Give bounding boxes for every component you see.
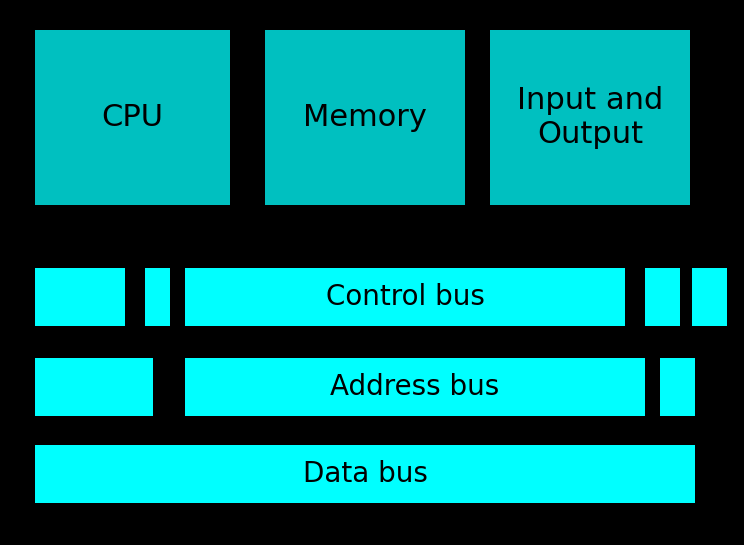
FancyBboxPatch shape [185,268,625,326]
FancyBboxPatch shape [660,358,695,416]
Text: Memory: Memory [303,103,427,132]
FancyBboxPatch shape [490,30,690,205]
FancyBboxPatch shape [35,30,230,205]
Text: Address bus: Address bus [330,373,500,401]
Text: Control bus: Control bus [326,283,484,311]
FancyBboxPatch shape [692,268,727,326]
Text: CPU: CPU [101,103,164,132]
Text: Data bus: Data bus [303,460,428,488]
FancyBboxPatch shape [35,268,125,326]
Text: Input and
Output: Input and Output [517,86,663,149]
FancyBboxPatch shape [185,358,645,416]
FancyBboxPatch shape [35,445,695,503]
FancyBboxPatch shape [35,358,153,416]
FancyBboxPatch shape [145,268,170,326]
FancyBboxPatch shape [645,268,680,326]
FancyBboxPatch shape [265,30,465,205]
